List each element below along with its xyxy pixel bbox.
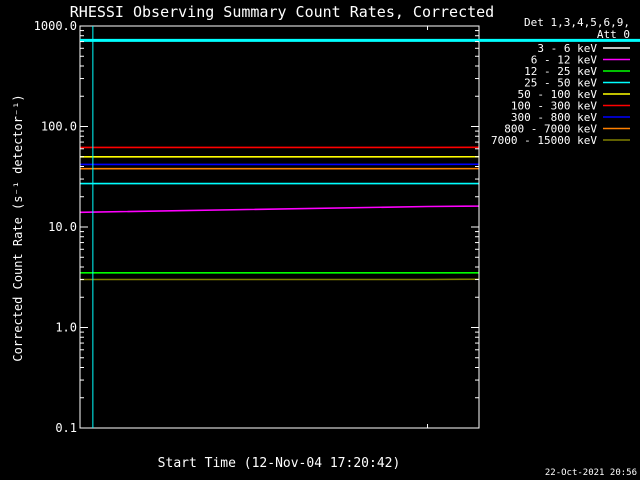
y-tick-label: 0.1 bbox=[55, 421, 77, 435]
legend-header-line-1: Det 1,3,4,5,6,9, bbox=[524, 16, 630, 29]
legend-label: 7000 - 15000 keV bbox=[491, 134, 597, 147]
x-axis-label: Start Time (12-Nov-04 17:20:42) bbox=[158, 456, 401, 471]
annotations: NF bbox=[80, 26, 640, 428]
legend-label: 50 - 100 keV bbox=[518, 88, 598, 101]
y-tick-label: 1000.0 bbox=[34, 19, 77, 33]
legend-label: 800 - 7000 keV bbox=[504, 123, 597, 136]
chart-title: RHESSI Observing Summary Count Rates, Co… bbox=[70, 3, 494, 21]
legend-label: 25 - 50 keV bbox=[524, 77, 597, 90]
axes: 17:3017:4518:0018:1518:3018:4519:000.11.… bbox=[34, 19, 479, 435]
y-axis-label: Corrected Count Rate (s⁻¹ detector⁻¹) bbox=[11, 94, 25, 361]
legend-header-line-2: Att 0 bbox=[597, 28, 630, 41]
footer-date: 22-Oct-2021 20:56 bbox=[545, 468, 637, 478]
legend-label: 100 - 300 keV bbox=[511, 100, 597, 113]
legend-label: 300 - 800 keV bbox=[511, 111, 597, 124]
legend-label: 6 - 12 keV bbox=[531, 54, 598, 67]
legend-label: 12 - 25 keV bbox=[524, 65, 597, 78]
legend-label: 3 - 6 keV bbox=[537, 42, 597, 55]
y-tick-label: 100.0 bbox=[41, 120, 77, 134]
y-tick-label: 1.0 bbox=[55, 321, 77, 335]
y-tick-label: 10.0 bbox=[48, 220, 77, 234]
